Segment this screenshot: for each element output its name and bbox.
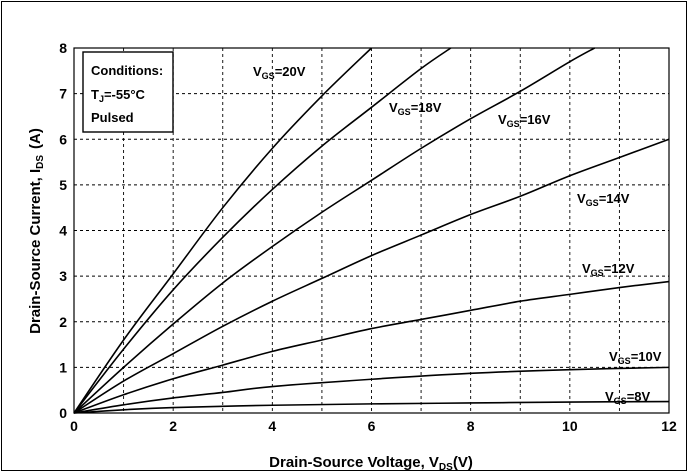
series-curve [73, 280, 670, 414]
y-tick-label: 2 [59, 314, 67, 330]
x-tick-label: 8 [467, 418, 475, 434]
x-tick-label: 6 [368, 418, 376, 434]
conditions-mode: Pulsed [91, 110, 134, 125]
conditions-temperature: TJ=-55°C [91, 87, 146, 104]
x-tick-label: 0 [70, 418, 78, 434]
series-curve [73, 366, 670, 414]
x-tick-label: 4 [268, 418, 276, 434]
conditions-box: Conditions: TJ=-55°C Pulsed [82, 51, 174, 133]
y-tick-label: 1 [59, 359, 67, 375]
y-axis-title: Drain-Source Current, IDS(A) [27, 128, 46, 334]
y-tick-label: 4 [59, 223, 67, 239]
series-labels: VGS=20V VGS=18V VGS=16V VGS=14V VGS=12V VGS=1… [253, 64, 662, 406]
y-tick-label: 8 [59, 40, 67, 56]
series-curve [73, 47, 373, 414]
series-curve [73, 138, 670, 414]
x-tick-label: 2 [169, 418, 177, 434]
series-label: VGS=8V [605, 389, 651, 406]
y-tick-label: 6 [59, 131, 67, 147]
series-curve [73, 47, 596, 414]
series-label: VGS=18V [389, 100, 442, 117]
conditions-title: Conditions: [91, 63, 163, 78]
y-tick-label: 0 [59, 405, 67, 421]
series-label: VGS=16V [498, 112, 551, 129]
series-label: VGS=20V [253, 64, 306, 81]
series-curve [73, 400, 670, 414]
y-tick-label: 3 [59, 268, 67, 284]
series-label: VGS=12V [582, 261, 635, 278]
series-curves [73, 47, 670, 414]
x-tick-label: 10 [562, 418, 578, 434]
y-tick-label: 5 [59, 177, 67, 193]
y-tick-label: 7 [59, 86, 67, 102]
series-label: VGS=14V [577, 191, 630, 208]
x-tick-label: 12 [661, 418, 677, 434]
series-curve [73, 47, 452, 414]
series-label: VGS=10V [609, 349, 662, 366]
x-axis-title: Drain-Source Voltage, VDS(V) [269, 454, 473, 473]
